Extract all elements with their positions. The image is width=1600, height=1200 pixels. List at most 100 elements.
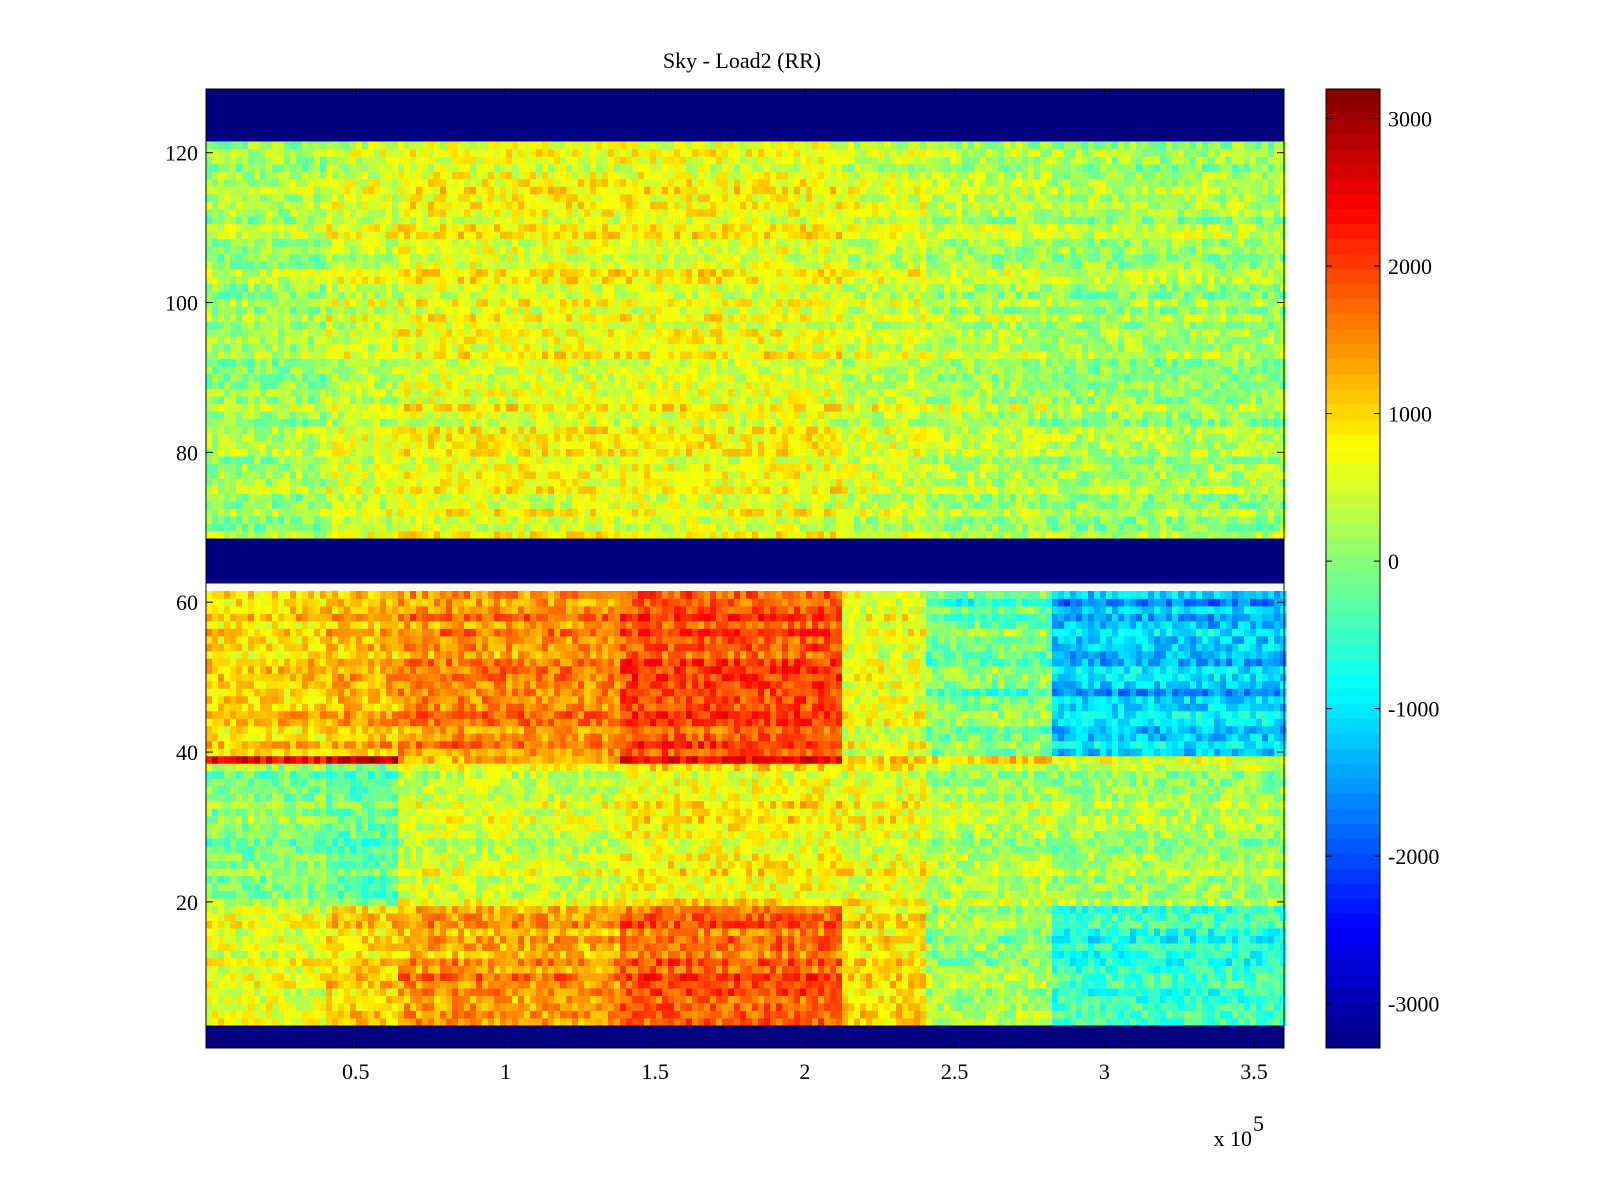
heatmap-cell [362,913,369,922]
heatmap-cell [344,883,351,892]
heatmap-cell [1028,860,1035,869]
heatmap-cell [860,1018,867,1026]
heatmap-cell [608,995,615,1004]
heatmap-cell [1166,1018,1173,1026]
heatmap-cell [212,943,219,951]
heatmap-cell [236,1018,243,1026]
heatmap-cell [896,830,903,839]
heatmap-cell [458,898,465,907]
heatmap-cell [944,1003,951,1011]
heatmap-cell [1070,845,1077,854]
heatmap-cell [266,890,273,899]
heatmap-cell [962,1018,969,1026]
heatmap-cell [836,913,843,922]
heatmap-cell [1166,1010,1173,1019]
heatmap-cell [542,875,549,884]
heatmap-cell [974,868,981,877]
heatmap-cell [656,830,663,839]
heatmap-cell [752,823,759,832]
heatmap-cell [404,943,411,951]
heatmap-cell [830,838,837,847]
heatmap-cell [824,943,831,951]
heatmap-cell [410,913,417,922]
heatmap-cell [716,1010,723,1019]
heatmap-cell [968,830,975,839]
heatmap-cell [926,890,933,899]
heatmap-cell [608,980,615,989]
heatmap-cell [938,868,945,877]
heatmap-cell [404,995,411,1004]
heatmap-cell [1118,950,1125,959]
heatmap-cell [1220,883,1227,892]
heatmap-cell [806,973,813,981]
heatmap-cell [314,973,321,981]
heatmap-cell [1154,995,1161,1004]
heatmap-cell [1094,838,1101,847]
heatmap-cell [950,920,957,929]
heatmap-cell [734,815,741,824]
heatmap-cell [710,838,717,847]
heatmap-cell [266,935,273,944]
heatmap-cell [734,973,741,981]
heatmap-cell [590,935,597,944]
heatmap-cell [782,935,789,944]
heatmap-cell [902,973,909,981]
heatmap-cell [824,868,831,877]
heatmap-cell [1244,890,1251,899]
heatmap-cell [206,845,213,854]
heatmap-cell [944,830,951,839]
heatmap-cell [344,853,351,862]
heatmap-cell [524,1018,531,1026]
heatmap-cell [734,928,741,937]
heatmap-cell [548,1018,555,1026]
heatmap-cell [974,973,981,981]
heatmap-cell [398,928,405,937]
heatmap-cell [1160,845,1167,854]
heatmap-cell [1010,1018,1017,1026]
heatmap-cell [212,883,219,892]
heatmap-cell [614,868,621,877]
heatmap-cell [974,935,981,944]
heatmap-cell [914,853,921,862]
heatmap-cell [548,988,555,996]
heatmap-cell [236,995,243,1004]
heatmap-cell [980,853,987,862]
heatmap-cell [218,920,225,929]
heatmap-cell [1208,943,1215,951]
heatmap-cell [1268,860,1275,869]
heatmap-cell [902,928,909,937]
heatmap-cell [884,995,891,1004]
heatmap-cell [416,913,423,922]
heatmap-cell [1136,988,1143,996]
heatmap-cell [578,950,585,959]
heatmap-cell [1028,1003,1035,1011]
heatmap-cell [938,1018,945,1026]
heatmap-cell [536,890,543,899]
heatmap-cell [686,1003,693,1011]
heatmap-cell [500,1003,507,1011]
heatmap-cell [206,988,213,996]
heatmap-cell [344,890,351,899]
heatmap-cell [482,898,489,907]
heatmap-cell [908,830,915,839]
heatmap-cell [572,1018,579,1026]
heatmap-cell [740,973,747,981]
heatmap-cell [932,898,939,907]
heatmap-cell [650,875,657,884]
heatmap-cell [794,928,801,937]
heatmap-cell [1106,838,1113,847]
heatmap-cell [218,913,225,922]
heatmap-cell [434,830,441,839]
heatmap-cell [1202,980,1209,989]
heatmap-cell [926,913,933,922]
heatmap-cell [1046,958,1053,966]
heatmap-cell [284,950,291,959]
heatmap-cell [1196,988,1203,996]
heatmap-cell [1088,988,1095,996]
heatmap-cell [830,853,837,862]
heatmap-cell [674,928,681,937]
heatmap-cell [740,913,747,922]
heatmap-cell [1052,920,1059,929]
heatmap-cell [1040,1018,1047,1026]
heatmap-cell [1142,980,1149,989]
